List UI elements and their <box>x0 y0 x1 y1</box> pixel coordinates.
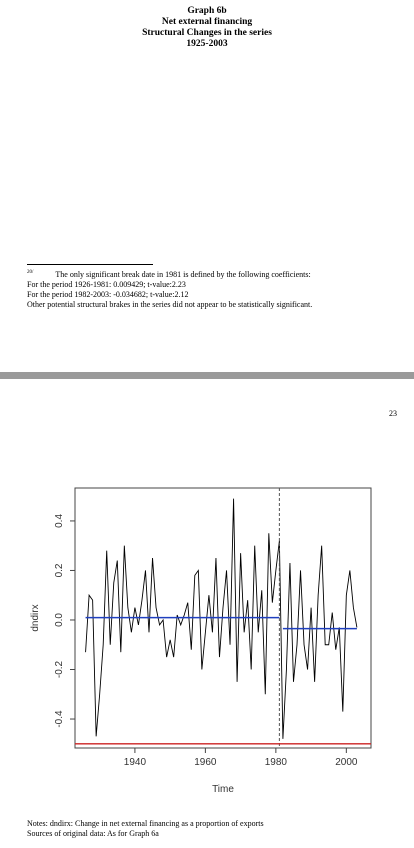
x-tick-label: 2000 <box>335 757 358 768</box>
footnote-marker: 20/ <box>27 270 34 275</box>
footnote-line: 20/The only significant break date in 19… <box>27 268 312 280</box>
footnote-text: The only significant break date in 1981 … <box>55 269 311 279</box>
header: Graph 6b Net external financing Structur… <box>0 6 414 50</box>
y-axis-label: dndirx <box>30 604 41 631</box>
footnote-line: For the period 1982-2003: -0.034682; t-v… <box>27 289 189 299</box>
page-separator <box>0 372 414 379</box>
footnote-line: For the period 1926-1981: 0.009429; t-va… <box>27 279 186 289</box>
footnote-line: Other potential structural brakes in the… <box>27 299 313 309</box>
notes: Notes: dndirx: Change in net external fi… <box>27 819 264 839</box>
note-line: Sources of original data: As for Graph 6… <box>27 829 159 838</box>
x-tick-label: 1960 <box>194 757 217 768</box>
y-tick-label: -0.2 <box>54 660 65 678</box>
footnote-rule <box>27 264 153 265</box>
x-axis-label: Time <box>212 784 234 795</box>
header-line: Graph 6b <box>187 6 227 16</box>
data-line <box>85 498 358 739</box>
x-tick-label: 1980 <box>265 757 288 768</box>
header-line: 1925-2003 <box>186 39 228 49</box>
y-tick-label: 0.4 <box>54 514 65 528</box>
header-line: Structural Changes in the series <box>142 28 272 38</box>
chart: -0.4 -0.2 0.0 0.2 0.4 1940 1960 1980 2000 Time dnd… <box>30 487 372 795</box>
header-line: Net external financing <box>161 17 253 27</box>
note-line: Notes: dndirx: Change in net external fi… <box>27 819 264 828</box>
y-tick-label: -0.4 <box>54 710 65 728</box>
plot-frame <box>74 487 372 749</box>
y-tick-label: 0.2 <box>54 563 65 577</box>
x-tick-label: 1940 <box>124 757 147 768</box>
y-tick-label: 0.0 <box>54 613 65 627</box>
page-number: 23 <box>389 409 397 418</box>
footnote: 20/The only significant break date in 19… <box>27 268 312 310</box>
